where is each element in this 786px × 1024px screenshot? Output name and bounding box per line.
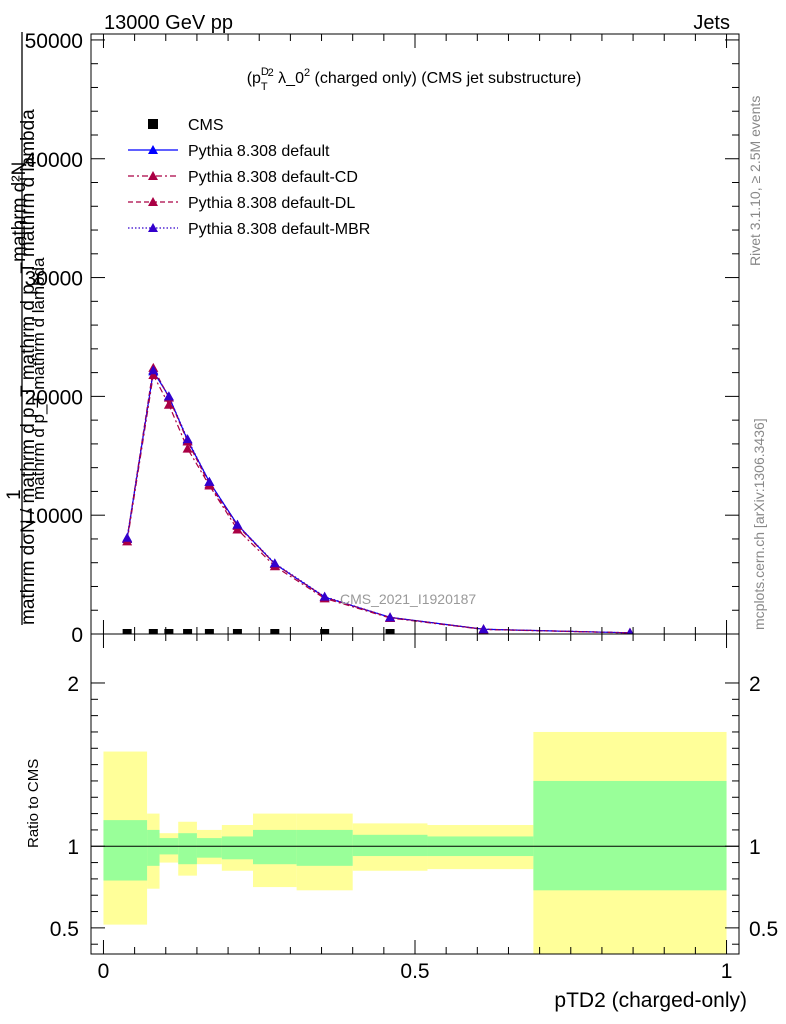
main-y-tick-label: 50000 bbox=[25, 30, 83, 53]
svg-text:1: 1 bbox=[4, 489, 25, 500]
ratio-y-tick-label: 1 bbox=[67, 836, 79, 859]
x-tick-label: 0.5 bbox=[400, 960, 429, 983]
cms-data-point bbox=[270, 629, 280, 634]
cms-data-point bbox=[204, 629, 214, 634]
ratio-y-tick-label: 0.5 bbox=[50, 918, 79, 941]
series-point-marker bbox=[204, 476, 215, 486]
main-y-tick-label: 40000 bbox=[25, 149, 83, 172]
ratio-stat-band bbox=[253, 829, 297, 865]
main-series-group bbox=[122, 362, 634, 634]
cms-data-point bbox=[183, 629, 193, 634]
legend-entry-label: Pythia 8.308 default-CD bbox=[188, 169, 358, 186]
main-y-axis-label: mathrm dσN / mathrm d p_T mathrm d p_T m… bbox=[4, 32, 48, 625]
series-point-marker bbox=[478, 624, 489, 634]
ratio-stat-band bbox=[352, 834, 428, 857]
ratio-y-tick-label-right: 1 bbox=[749, 836, 761, 859]
ratio-y-tick-label-right: 0.5 bbox=[749, 918, 778, 941]
rivet-version-label: Rivet 3.1.10, ≥ 2.5M events bbox=[747, 96, 763, 266]
svg-text:mathrm d²N: mathrm d²N bbox=[9, 162, 30, 262]
series-point-marker bbox=[148, 365, 159, 375]
cms-data-point bbox=[320, 629, 330, 634]
ratio-y-tick-label: 2 bbox=[67, 673, 79, 696]
legend: CMS Pythia 8.308 default Pythia 8.308 defa… bbox=[128, 117, 370, 238]
x-axis-label: pTD2 (charged-only) bbox=[554, 989, 747, 1012]
series-point-marker bbox=[122, 532, 133, 542]
series-line-1 bbox=[126, 373, 630, 634]
main-y-tick-label: 10000 bbox=[25, 505, 83, 528]
ratio-stat-band bbox=[147, 829, 160, 866]
cms-data-point bbox=[385, 629, 395, 634]
series-point-marker bbox=[385, 612, 396, 622]
legend-entry-label: Pythia 8.308 default-DL bbox=[188, 195, 355, 212]
legend-marker-cms bbox=[148, 119, 158, 129]
ratio-stat-band bbox=[178, 833, 197, 865]
svg-text:mathrm d p_T mathrm d lambda: mathrm d p_T mathrm d lambda bbox=[29, 257, 48, 500]
ratio-stat-band bbox=[221, 836, 253, 860]
ratio-y-tick-label-right: 2 bbox=[749, 673, 761, 696]
header-jets-label: Jets bbox=[693, 12, 730, 34]
legend-entry-label: CMS bbox=[188, 117, 224, 134]
ratio-y-axis-label: Ratio to CMS bbox=[25, 759, 42, 848]
cms-data-point bbox=[122, 629, 132, 634]
series-point-marker bbox=[319, 591, 330, 601]
plot-title: (pD T2 λ_02 (charged only) (CMS jet subst… bbox=[247, 66, 582, 93]
series-point-marker bbox=[163, 399, 174, 409]
legend-marker bbox=[148, 223, 158, 232]
cms-data-point bbox=[148, 629, 158, 634]
ratio-stat-band bbox=[103, 820, 148, 881]
main-y-tick-label: 30000 bbox=[25, 268, 83, 291]
ratio-uncertainty-bands bbox=[91, 731, 739, 954]
ratio-stat-band bbox=[296, 829, 353, 866]
header-energy-label: 13000 GeV pp bbox=[104, 12, 233, 34]
series-point-marker bbox=[232, 519, 243, 529]
main-y-tick-label: 20000 bbox=[25, 386, 83, 409]
series-line-3 bbox=[126, 368, 630, 634]
ratio-stat-band bbox=[533, 780, 727, 891]
cms-data-point bbox=[164, 629, 174, 634]
cms-data-point bbox=[232, 629, 242, 634]
ratio-stat-band bbox=[196, 838, 222, 858]
series-point-marker bbox=[626, 627, 634, 634]
analysis-watermark: CMS_2021_I1920187 bbox=[340, 591, 476, 607]
x-tick-label: 0 bbox=[98, 960, 110, 983]
legend-entry-label: Pythia 8.308 default bbox=[188, 143, 330, 160]
legend-marker bbox=[148, 197, 158, 206]
main-y-tick-label: 0 bbox=[71, 624, 83, 647]
series-point-marker bbox=[182, 443, 193, 453]
x-tick-label: 1 bbox=[721, 960, 733, 983]
series-point-marker bbox=[269, 558, 280, 568]
legend-entry-label: Pythia 8.308 default-MBR bbox=[188, 221, 370, 238]
legend-marker bbox=[148, 145, 158, 154]
series-point-marker bbox=[148, 369, 159, 379]
axes-group: 0 10000 20000 30000 40000 50000 0 0.5 1 0.5 0.5 1 1 2… bbox=[25, 30, 779, 983]
series-point-marker bbox=[163, 391, 174, 401]
svg-text:mathrm dσN / mathrm d p_T math: mathrm dσN / mathrm d p_T mathrm d p_T m… bbox=[18, 109, 39, 625]
mcplots-label: mcplots.cern.ch [arXiv:1306.3436] bbox=[751, 418, 767, 630]
legend-marker bbox=[148, 171, 158, 180]
series-point-marker bbox=[182, 434, 193, 444]
